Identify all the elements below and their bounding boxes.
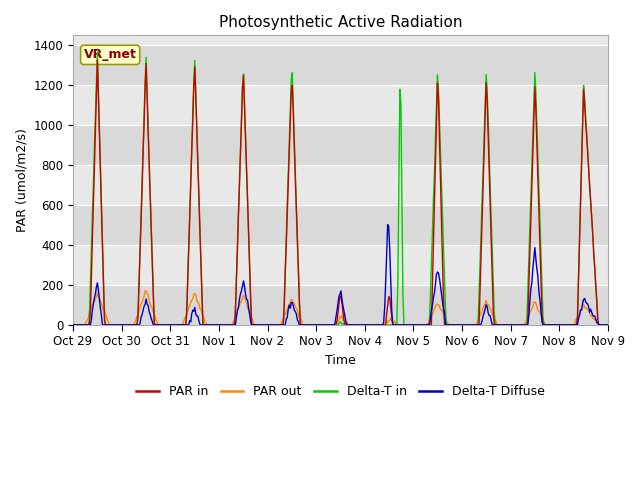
X-axis label: Time: Time [325, 354, 356, 367]
Bar [73, 285, 608, 325]
Bar [73, 45, 608, 85]
Y-axis label: PAR (umol/m2/s): PAR (umol/m2/s) [15, 128, 28, 232]
Text: VR_met: VR_met [84, 48, 136, 61]
Bar [73, 205, 608, 245]
Legend: PAR in, PAR out, Delta-T in, Delta-T Diffuse: PAR in, PAR out, Delta-T in, Delta-T Dif… [131, 380, 550, 403]
Title: Photosynthetic Active Radiation: Photosynthetic Active Radiation [219, 15, 462, 30]
Bar [73, 125, 608, 165]
